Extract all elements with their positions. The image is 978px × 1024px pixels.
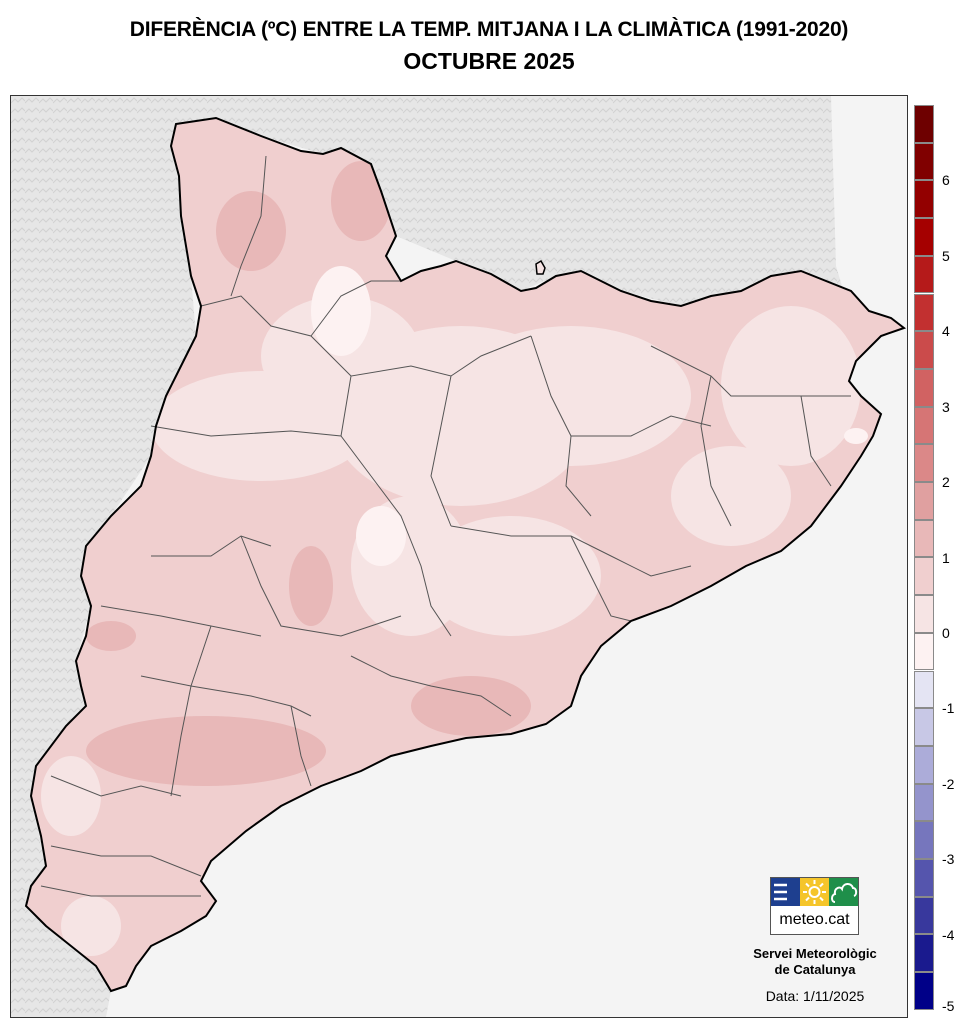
legend-bin (914, 406, 934, 445)
legend-bin (914, 632, 934, 671)
legend-label: 2 (942, 474, 950, 490)
legend-bin (914, 821, 934, 859)
anomaly-map (10, 95, 908, 1018)
catalonia-anomaly-map-graphic (11, 96, 907, 1017)
organization-name-line1: Servei Meteorològic (753, 946, 877, 961)
lines-icon (771, 878, 800, 906)
legend-label: -3 (942, 851, 955, 867)
legend-label: 5 (942, 248, 950, 264)
legend-bin (914, 444, 934, 482)
legend-bin (914, 972, 934, 1010)
legend-label: 6 (942, 172, 950, 188)
legend-label: 4 (942, 323, 950, 339)
legend-bin (914, 368, 934, 407)
legend-bin (914, 783, 934, 822)
legend-bin (914, 519, 934, 558)
legend-bin (914, 595, 934, 633)
legend-bin (914, 896, 934, 935)
legend-bin (914, 745, 934, 784)
legend-bin (914, 331, 934, 369)
map-title: DIFERÈNCIA (ºC) ENTRE LA TEMP. MITJANA I… (129, 18, 849, 41)
legend-bin (914, 708, 934, 746)
legend-bin (914, 934, 934, 973)
map-subtitle-month: OCTUBRE 2025 (403, 48, 575, 74)
legend-label: -5 (942, 998, 955, 1014)
sun-icon (800, 878, 829, 906)
legend-label: 1 (942, 550, 950, 566)
organization-name-line2: de Catalunya (774, 962, 856, 977)
color-legend (914, 105, 934, 1010)
legend-bin (914, 670, 934, 709)
legend-bin (914, 293, 934, 332)
legend-label: -2 (942, 776, 955, 792)
legend-bin (914, 859, 934, 897)
legend-bin (914, 105, 934, 143)
legend-bin (914, 557, 934, 596)
legend-bin (914, 142, 934, 181)
cloud-icon (829, 878, 858, 906)
issue-date: Data: 1/11/2025 (765, 988, 865, 1004)
legend-bin (914, 180, 934, 219)
legend-label: -1 (942, 700, 955, 716)
legend-label: 0 (942, 625, 950, 641)
logo-text: meteo.cat (779, 911, 850, 928)
legend-bin (914, 218, 934, 256)
legend-label: 3 (942, 399, 950, 415)
meteocat-logo: meteo.cat (770, 877, 859, 935)
legend-bin (914, 482, 934, 520)
legend-label: -4 (942, 927, 955, 943)
legend-bin (914, 255, 934, 294)
